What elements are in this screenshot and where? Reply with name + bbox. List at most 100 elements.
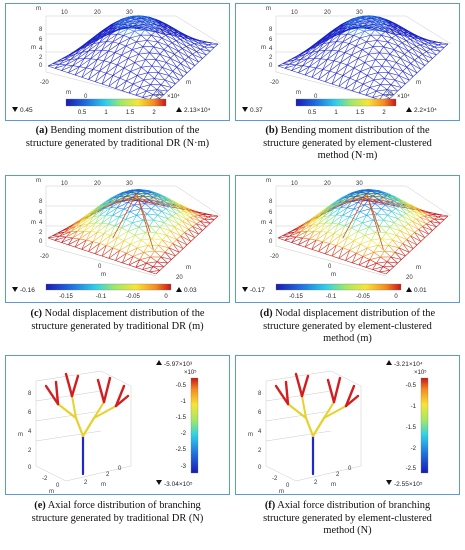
mesh-member bbox=[422, 51, 427, 55]
mesh-member bbox=[377, 19, 388, 23]
mesh-member bbox=[385, 232, 397, 236]
mesh-member bbox=[180, 211, 191, 218]
mesh-member bbox=[129, 37, 137, 43]
mesh-member bbox=[351, 219, 357, 229]
mesh-member bbox=[154, 250, 166, 253]
mesh-member bbox=[122, 253, 127, 263]
mesh-member bbox=[134, 53, 140, 63]
mesh-member bbox=[149, 199, 160, 203]
mesh-member bbox=[135, 267, 143, 270]
mesh-member bbox=[200, 48, 207, 56]
mesh-member bbox=[163, 218, 169, 223]
mesh-member bbox=[184, 232, 192, 242]
mesh-member bbox=[112, 240, 125, 249]
mesh-member bbox=[368, 25, 376, 31]
mesh-member bbox=[365, 262, 377, 268]
mesh-member bbox=[186, 218, 197, 225]
mesh-member bbox=[394, 79, 402, 88]
mesh-member bbox=[412, 244, 418, 249]
mesh-member bbox=[160, 84, 172, 88]
mesh-member bbox=[192, 211, 199, 216]
mesh-member bbox=[139, 79, 145, 88]
mesh-member bbox=[298, 238, 310, 246]
mesh-member bbox=[349, 22, 356, 24]
mesh-member bbox=[125, 193, 137, 197]
mesh-member bbox=[138, 195, 144, 201]
mesh-member bbox=[402, 67, 407, 72]
mesh-member bbox=[132, 19, 137, 24]
tick-bottom-2: 0 bbox=[286, 483, 290, 489]
mesh-member bbox=[304, 246, 312, 250]
mesh-member bbox=[138, 225, 150, 228]
mesh-member bbox=[418, 226, 423, 230]
mesh-member bbox=[389, 54, 397, 63]
caption-f: (f) Axial force distribution of branchin… bbox=[263, 500, 432, 537]
axis-unit-bottom: m bbox=[49, 489, 54, 494]
mesh-member bbox=[353, 28, 359, 36]
mesh-member bbox=[196, 51, 203, 59]
colorbar-tick-5: -2.5 bbox=[406, 466, 417, 472]
mesh-member bbox=[418, 229, 426, 238]
caption-d: (d) Nodal displacement distribution of t… bbox=[259, 308, 436, 345]
mesh-member bbox=[157, 211, 163, 216]
mesh-member bbox=[160, 29, 166, 35]
mesh-member bbox=[381, 35, 388, 43]
mesh-member bbox=[442, 214, 449, 217]
mesh-member bbox=[99, 60, 105, 72]
mesh-member bbox=[137, 75, 144, 81]
mesh-member bbox=[115, 260, 123, 264]
mesh-member bbox=[404, 226, 415, 233]
mesh-member bbox=[77, 223, 89, 232]
mesh-member bbox=[344, 196, 356, 202]
mesh-member bbox=[176, 63, 181, 68]
mesh-member bbox=[360, 243, 368, 249]
mesh-member bbox=[81, 216, 94, 226]
mesh-member bbox=[179, 39, 187, 47]
mesh-member bbox=[93, 42, 100, 45]
mesh-member bbox=[171, 40, 177, 43]
mesh-member bbox=[338, 216, 350, 225]
mesh-member bbox=[309, 58, 321, 67]
mesh-member bbox=[372, 19, 378, 23]
mesh-member bbox=[349, 250, 357, 254]
colorbar-tick-4: 2 bbox=[382, 110, 386, 116]
mesh-member bbox=[121, 27, 128, 29]
tick-top-1: 10 bbox=[61, 181, 68, 187]
mesh-member bbox=[95, 70, 100, 82]
mesh-member bbox=[99, 214, 107, 216]
mesh-member bbox=[169, 206, 181, 213]
mesh-member bbox=[383, 23, 390, 29]
mesh-member bbox=[97, 223, 103, 233]
mesh-member bbox=[385, 28, 390, 32]
mesh-member bbox=[333, 27, 346, 36]
mesh-member bbox=[323, 42, 330, 45]
mesh-member bbox=[362, 83, 370, 88]
mesh-member bbox=[200, 221, 211, 224]
mesh-member bbox=[400, 54, 405, 59]
mesh-member bbox=[342, 215, 350, 218]
mesh-member bbox=[322, 69, 330, 72]
tree-plot-f: 8 6 4 2 0 m -2 0 2 2 0 m m -3.21×10⁴ ×10… bbox=[248, 360, 429, 494]
mesh-member bbox=[342, 208, 354, 216]
mesh-member bbox=[410, 38, 421, 46]
mesh-member bbox=[353, 208, 361, 212]
max-triangle-icon bbox=[156, 360, 162, 365]
mesh-member bbox=[340, 225, 346, 236]
mesh-member bbox=[117, 207, 124, 210]
mesh-member bbox=[432, 54, 437, 59]
mesh-member bbox=[128, 264, 136, 268]
mesh-member bbox=[124, 19, 136, 22]
mesh-member bbox=[329, 62, 341, 72]
mesh-member bbox=[349, 67, 355, 79]
mesh-member bbox=[70, 224, 83, 232]
mesh-member bbox=[186, 44, 191, 47]
mesh-member bbox=[180, 235, 188, 246]
mesh-member bbox=[136, 213, 148, 216]
mesh-member bbox=[160, 84, 168, 92]
mesh-member bbox=[362, 79, 374, 85]
min-triangle-icon bbox=[12, 287, 18, 292]
mesh-member bbox=[338, 215, 343, 225]
colorbar-tick-1: 0.5 bbox=[308, 110, 317, 116]
mesh-member bbox=[180, 232, 185, 237]
mesh-member bbox=[430, 48, 437, 56]
